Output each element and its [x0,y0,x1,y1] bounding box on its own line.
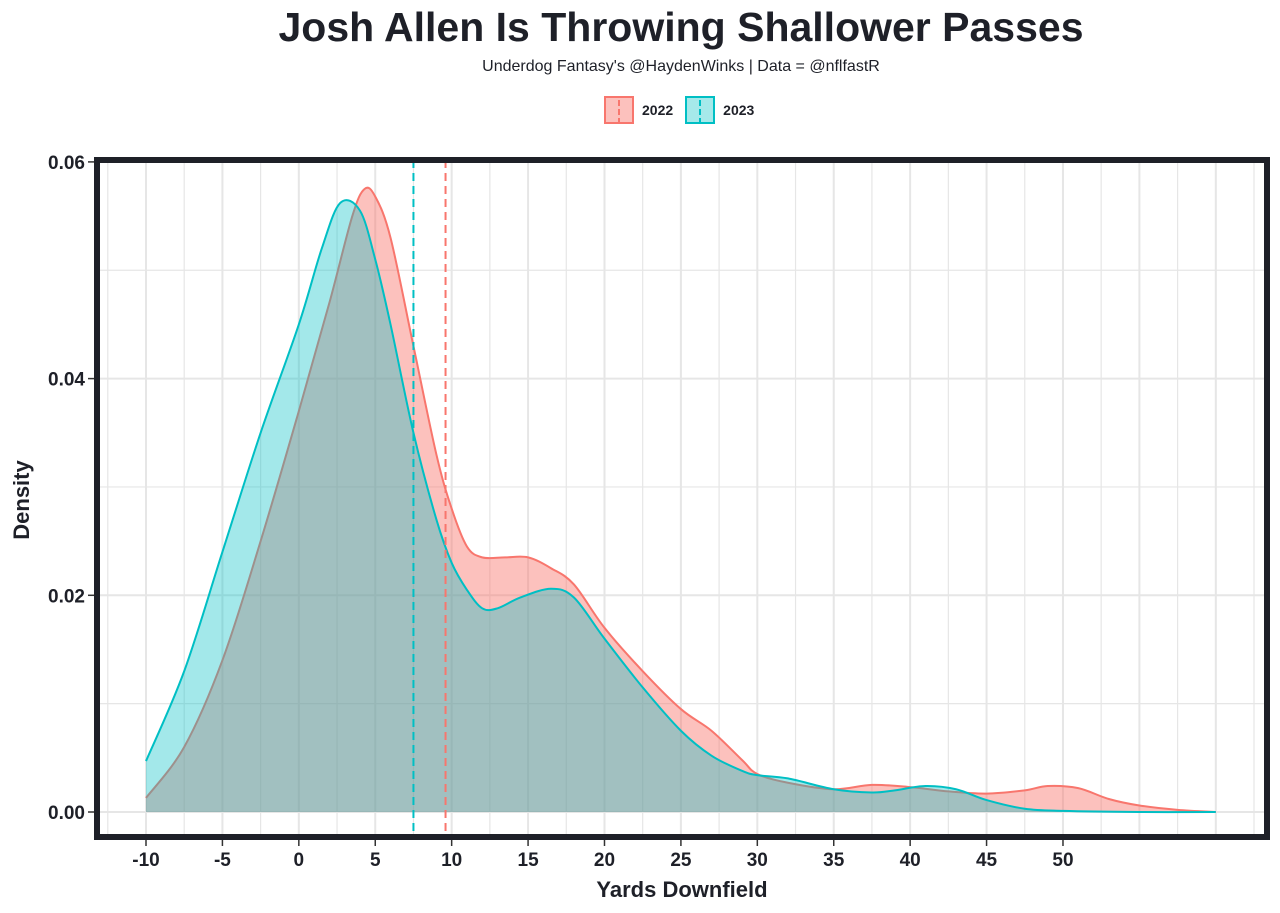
density-line-2023 [145,199,1216,814]
density-line-2022 [145,186,1216,813]
mean-lines [412,160,447,837]
x-tick-label: -5 [214,850,231,871]
y-tick-label: 0.04 [48,370,85,391]
panel-border [94,157,1270,840]
x-axis-label: Yards Downfield [596,877,767,902]
x-tick-label: 5 [370,850,381,871]
legend-item-2023: 2023 [685,96,754,124]
x-tick-label: 20 [594,850,615,871]
legend-label-2022: 2022 [642,102,674,118]
chart-subtitle: Underdog Fantasy's @HaydenWinks | Data =… [482,58,880,75]
legend-label-2023: 2023 [723,102,755,118]
y-tick-label: 0.06 [48,153,85,174]
chart-title: Josh Allen Is Throwing Shallower Passes [278,4,1084,50]
x-tick-label: 10 [441,850,462,871]
legend-item-2022: 2022 [604,96,673,124]
x-tick-label: 25 [670,850,692,871]
x-tick-label: 0 [294,850,305,871]
x-axis: -10 -5 0 5 10 15 20 25 30 35 40 45 50 [132,840,1074,871]
y-axis: 0.00 0.02 0.04 0.06 [48,153,94,824]
x-tick-label: 40 [900,850,921,871]
y-axis-label: Density [9,460,34,540]
x-tick-label: 45 [976,850,998,871]
x-tick-label: 30 [747,850,768,871]
x-tick-label: -10 [132,850,159,871]
legend-key-2022 [604,96,634,124]
x-tick-label: 35 [823,850,845,871]
y-tick-label: 0.02 [48,586,85,607]
x-tick-label: 50 [1052,850,1073,871]
gridlines [97,160,1267,837]
x-tick-label: 15 [518,850,540,871]
legend: 2022 2023 [604,96,766,124]
y-tick-label: 0.00 [48,803,85,824]
legend-key-2023 [685,96,716,124]
